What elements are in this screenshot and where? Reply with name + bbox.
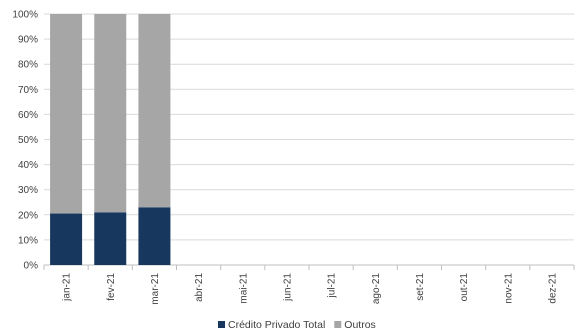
y-tick-label: 20%: [18, 210, 38, 221]
y-tick-label: 80%: [18, 60, 38, 71]
y-tick-label: 60%: [18, 110, 38, 121]
y-tick-label: 30%: [18, 185, 38, 196]
bar-segment-credito-privado-total: [138, 207, 171, 265]
bars: [50, 14, 171, 265]
x-tick-label: mar-21: [150, 273, 161, 305]
y-tick-label: 50%: [18, 135, 38, 146]
x-tick-label: out-21: [459, 273, 470, 302]
y-axis-ticks: 0% 10% 20% 30% 40% 50% 60% 70% 80% 90% 100%: [12, 10, 38, 272]
y-tick-label: 70%: [18, 85, 38, 96]
legend: Crédito Privado Total Outros: [218, 319, 376, 331]
y-tick-label: 40%: [18, 160, 38, 171]
y-tick-label: 10%: [18, 235, 38, 246]
x-tick-label: jul-21: [327, 273, 338, 299]
x-axis-ticks: jan-21 fev-21 mar-21 abr-21 mai-21 jun-21 jul-…: [43, 265, 575, 305]
gridlines: [44, 13, 574, 266]
x-tick-label: mai-21: [238, 273, 249, 304]
x-tick-label: nov-21: [503, 273, 514, 304]
bar-segment-credito-privado-total: [94, 212, 127, 265]
bar-segment-outros: [94, 14, 127, 213]
legend-swatch: [334, 321, 342, 328]
bar-segment-outros: [50, 14, 83, 214]
y-tick-label: 0%: [24, 261, 39, 272]
x-tick-label: abr-21: [194, 273, 205, 302]
legend-swatch: [218, 321, 225, 328]
x-tick-label: set-21: [415, 273, 426, 301]
bar-segment-outros: [138, 14, 171, 208]
x-tick-label: dez-21: [547, 273, 558, 304]
y-tick-label: 90%: [18, 35, 38, 46]
bar-segment-credito-privado-total: [50, 213, 83, 265]
legend-label: Crédito Privado Total: [228, 319, 325, 331]
x-tick-label: jan-21: [62, 273, 73, 302]
legend-label: Outros: [344, 319, 376, 331]
x-tick-label: jun-21: [282, 273, 293, 302]
x-tick-label: ago-21: [371, 273, 382, 305]
y-tick-label: 100%: [12, 10, 38, 21]
x-tick-label: fev-21: [106, 273, 117, 301]
